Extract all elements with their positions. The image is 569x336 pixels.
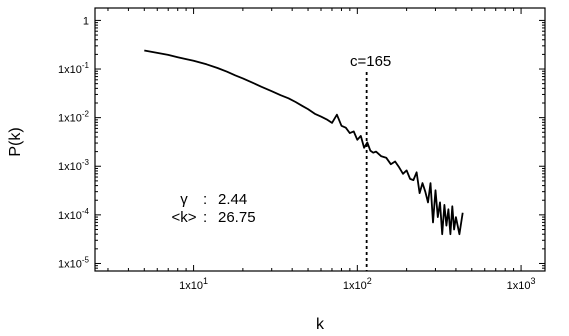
- y-tick-exponent: -1: [82, 61, 90, 70]
- y-tick-mantissa: 1x10: [58, 64, 82, 76]
- y-tick-mantissa: 1x10: [58, 113, 82, 125]
- annotation-mean-degree: <k> : 26.75: [171, 209, 255, 226]
- y-axis-label: P(k): [7, 127, 24, 156]
- x-tick-exponent: 3: [530, 276, 535, 286]
- x-tick-label: 1x101: [179, 276, 208, 292]
- y-tick-label: 1x10-5: [58, 255, 90, 270]
- mean-degree-sep: :: [203, 209, 207, 226]
- gamma-value: 2.44: [218, 191, 247, 208]
- plot-frame: [94, 7, 546, 272]
- cutoff-label: c=165: [350, 53, 391, 70]
- x-tick-mantissa: 1x10: [343, 280, 367, 292]
- x-axis-label: k: [316, 316, 325, 333]
- y-tick-exponent: -3: [82, 158, 90, 167]
- x-tick-mantissa: 1x10: [179, 280, 203, 292]
- y-tick-label: 1x10-1: [58, 61, 90, 76]
- y-tick-mantissa: 1x10: [58, 258, 82, 270]
- x-tick-label: 1x103: [507, 276, 536, 292]
- series-line: [144, 49, 464, 236]
- gamma-symbol: γ: [180, 191, 188, 208]
- y-tick-label: 1x10-2: [58, 110, 90, 125]
- mean-degree-symbol: <k>: [171, 209, 196, 226]
- y-tick-mantissa: 1x10: [58, 210, 82, 222]
- x-tick-exponent: 2: [367, 276, 372, 286]
- y-tick-label: 1x10-3: [58, 158, 90, 173]
- y-tick-exponent: -4: [82, 207, 90, 216]
- x-tick-exponent: 1: [203, 276, 208, 286]
- x-tick-mantissa: 1x10: [507, 280, 531, 292]
- y-tick-exponent: -5: [82, 255, 90, 264]
- y-tick-label: 1: [83, 15, 89, 27]
- mean-degree-value: 26.75: [218, 209, 256, 226]
- x-axis: 1x101 1x102 1x103: [107, 8, 536, 292]
- y-tick-mantissa: 1: [83, 15, 89, 27]
- x-tick-label: 1x102: [343, 276, 372, 292]
- y-tick-exponent: -2: [82, 110, 90, 119]
- annotation-gamma: γ : 2.44: [180, 191, 247, 208]
- y-tick-mantissa: 1x10: [58, 161, 82, 173]
- y-tick-label: 1x10-4: [58, 207, 90, 222]
- gamma-sep: :: [203, 191, 207, 208]
